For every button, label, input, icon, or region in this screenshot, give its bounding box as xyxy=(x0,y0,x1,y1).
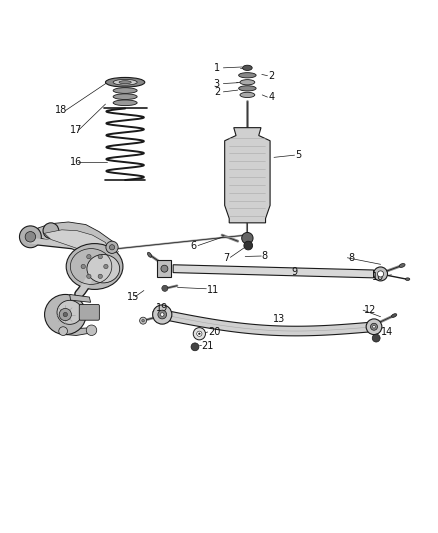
Text: 3: 3 xyxy=(214,78,220,88)
Ellipse shape xyxy=(113,94,137,100)
Text: 14: 14 xyxy=(381,327,393,337)
Text: 17: 17 xyxy=(70,125,82,135)
Polygon shape xyxy=(173,265,374,278)
Circle shape xyxy=(43,223,59,239)
Circle shape xyxy=(81,264,85,269)
FancyBboxPatch shape xyxy=(157,261,171,277)
Circle shape xyxy=(152,305,172,324)
Circle shape xyxy=(373,326,375,328)
Ellipse shape xyxy=(392,314,397,317)
Circle shape xyxy=(59,309,71,321)
Ellipse shape xyxy=(87,254,120,283)
Ellipse shape xyxy=(66,244,123,289)
Text: 18: 18 xyxy=(55,105,67,115)
Circle shape xyxy=(158,310,166,319)
Circle shape xyxy=(104,264,108,269)
Text: 6: 6 xyxy=(190,240,196,251)
Text: 8: 8 xyxy=(348,253,354,263)
Polygon shape xyxy=(61,328,94,335)
Circle shape xyxy=(198,333,200,335)
Polygon shape xyxy=(70,294,91,302)
Ellipse shape xyxy=(240,79,255,85)
Text: 12: 12 xyxy=(364,305,376,315)
Ellipse shape xyxy=(45,294,86,335)
Circle shape xyxy=(19,226,41,248)
Circle shape xyxy=(86,325,97,335)
Text: 15: 15 xyxy=(105,249,117,259)
Ellipse shape xyxy=(240,92,255,98)
Polygon shape xyxy=(225,128,270,223)
Circle shape xyxy=(59,327,67,335)
Text: 2: 2 xyxy=(268,71,275,80)
Text: 10: 10 xyxy=(372,272,384,282)
Text: 4: 4 xyxy=(268,92,275,102)
Circle shape xyxy=(371,323,378,330)
Text: 8: 8 xyxy=(262,251,268,261)
Ellipse shape xyxy=(243,65,252,70)
Text: 2: 2 xyxy=(214,87,220,97)
Ellipse shape xyxy=(119,80,131,84)
Polygon shape xyxy=(38,222,117,258)
Circle shape xyxy=(372,334,380,342)
Text: 15: 15 xyxy=(127,292,140,302)
Circle shape xyxy=(191,343,199,351)
Circle shape xyxy=(140,317,147,324)
Circle shape xyxy=(374,267,388,281)
Circle shape xyxy=(98,254,102,259)
Ellipse shape xyxy=(239,72,256,78)
Text: 11: 11 xyxy=(207,285,219,295)
Circle shape xyxy=(197,331,202,336)
Circle shape xyxy=(244,241,253,250)
Ellipse shape xyxy=(106,77,145,87)
Circle shape xyxy=(87,274,91,279)
Circle shape xyxy=(162,285,168,292)
Circle shape xyxy=(110,245,115,250)
Text: 16: 16 xyxy=(70,157,82,167)
Circle shape xyxy=(160,313,164,316)
Circle shape xyxy=(242,232,253,244)
Ellipse shape xyxy=(57,300,82,325)
Ellipse shape xyxy=(113,79,137,85)
Circle shape xyxy=(98,274,102,279)
Ellipse shape xyxy=(113,88,137,93)
Ellipse shape xyxy=(399,263,405,268)
Circle shape xyxy=(193,328,205,340)
Circle shape xyxy=(25,231,35,242)
Text: 5: 5 xyxy=(295,150,302,160)
Circle shape xyxy=(106,241,118,253)
Circle shape xyxy=(366,319,382,335)
Circle shape xyxy=(87,254,91,259)
Ellipse shape xyxy=(406,278,410,280)
Ellipse shape xyxy=(113,100,137,106)
Circle shape xyxy=(161,265,168,272)
Text: 19: 19 xyxy=(155,303,168,312)
Circle shape xyxy=(142,319,145,322)
Text: 9: 9 xyxy=(291,267,297,277)
FancyBboxPatch shape xyxy=(79,304,99,320)
Circle shape xyxy=(378,271,384,277)
Text: 1: 1 xyxy=(214,63,220,73)
Ellipse shape xyxy=(239,86,256,91)
Circle shape xyxy=(63,312,67,317)
Polygon shape xyxy=(44,230,108,251)
Text: 20: 20 xyxy=(208,327,221,337)
Text: 7: 7 xyxy=(223,253,230,263)
Text: 21: 21 xyxy=(201,341,214,351)
Ellipse shape xyxy=(148,252,152,257)
Text: 13: 13 xyxy=(273,314,286,324)
Polygon shape xyxy=(162,310,374,336)
